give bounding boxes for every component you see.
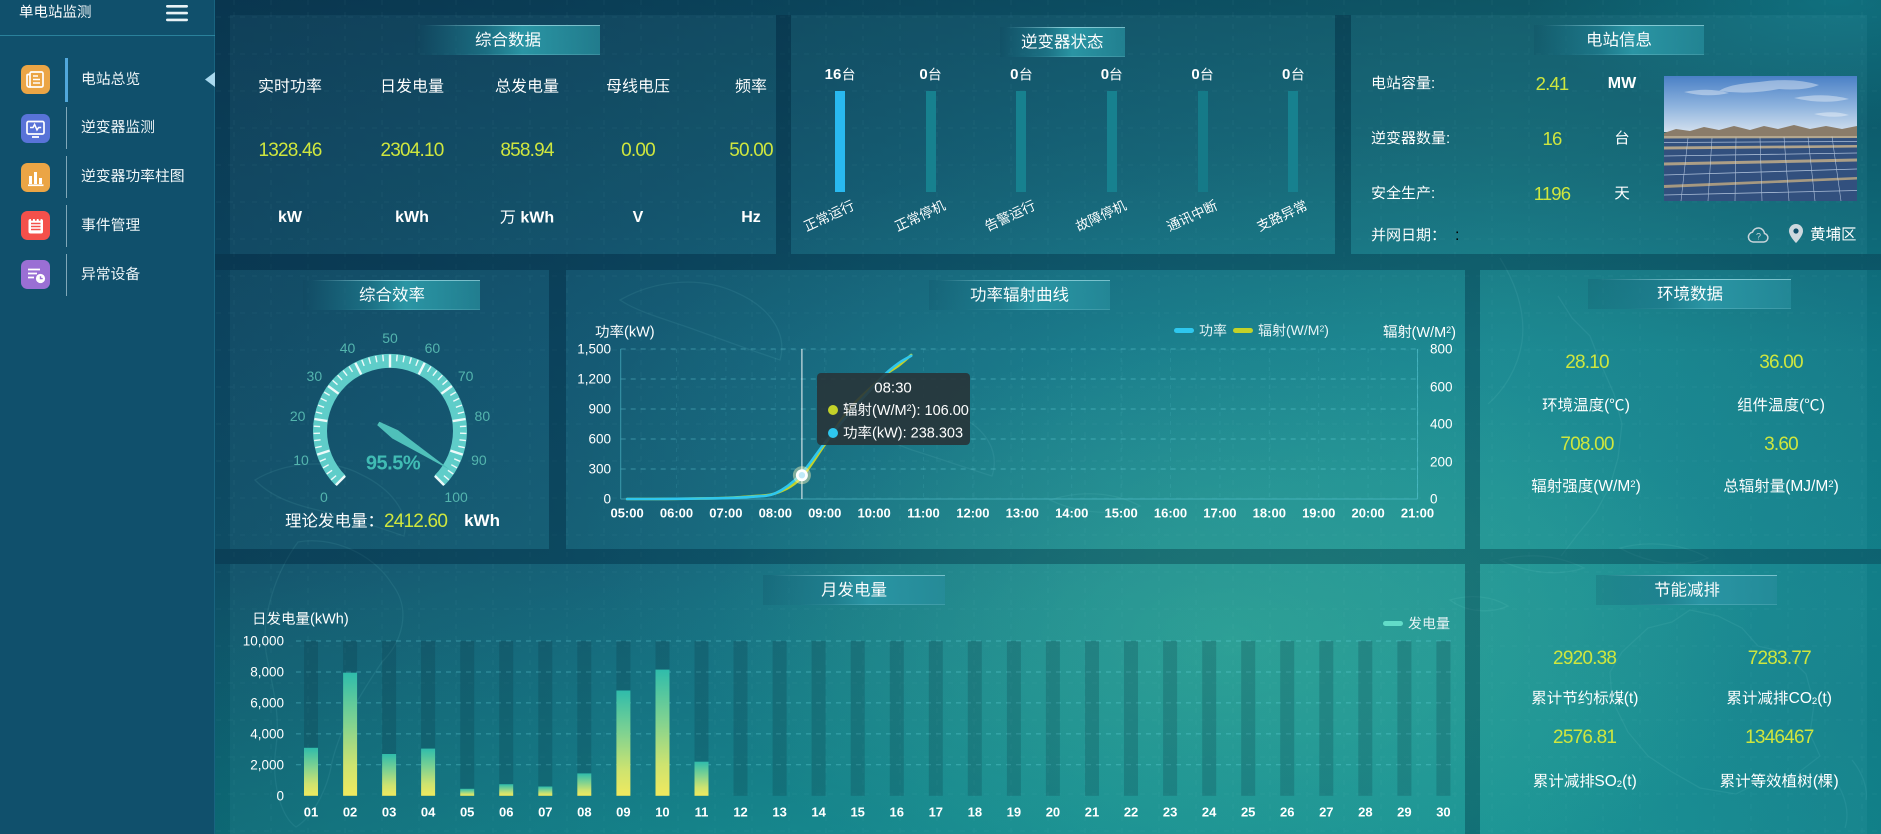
svg-text:?: ? [1756,232,1761,242]
